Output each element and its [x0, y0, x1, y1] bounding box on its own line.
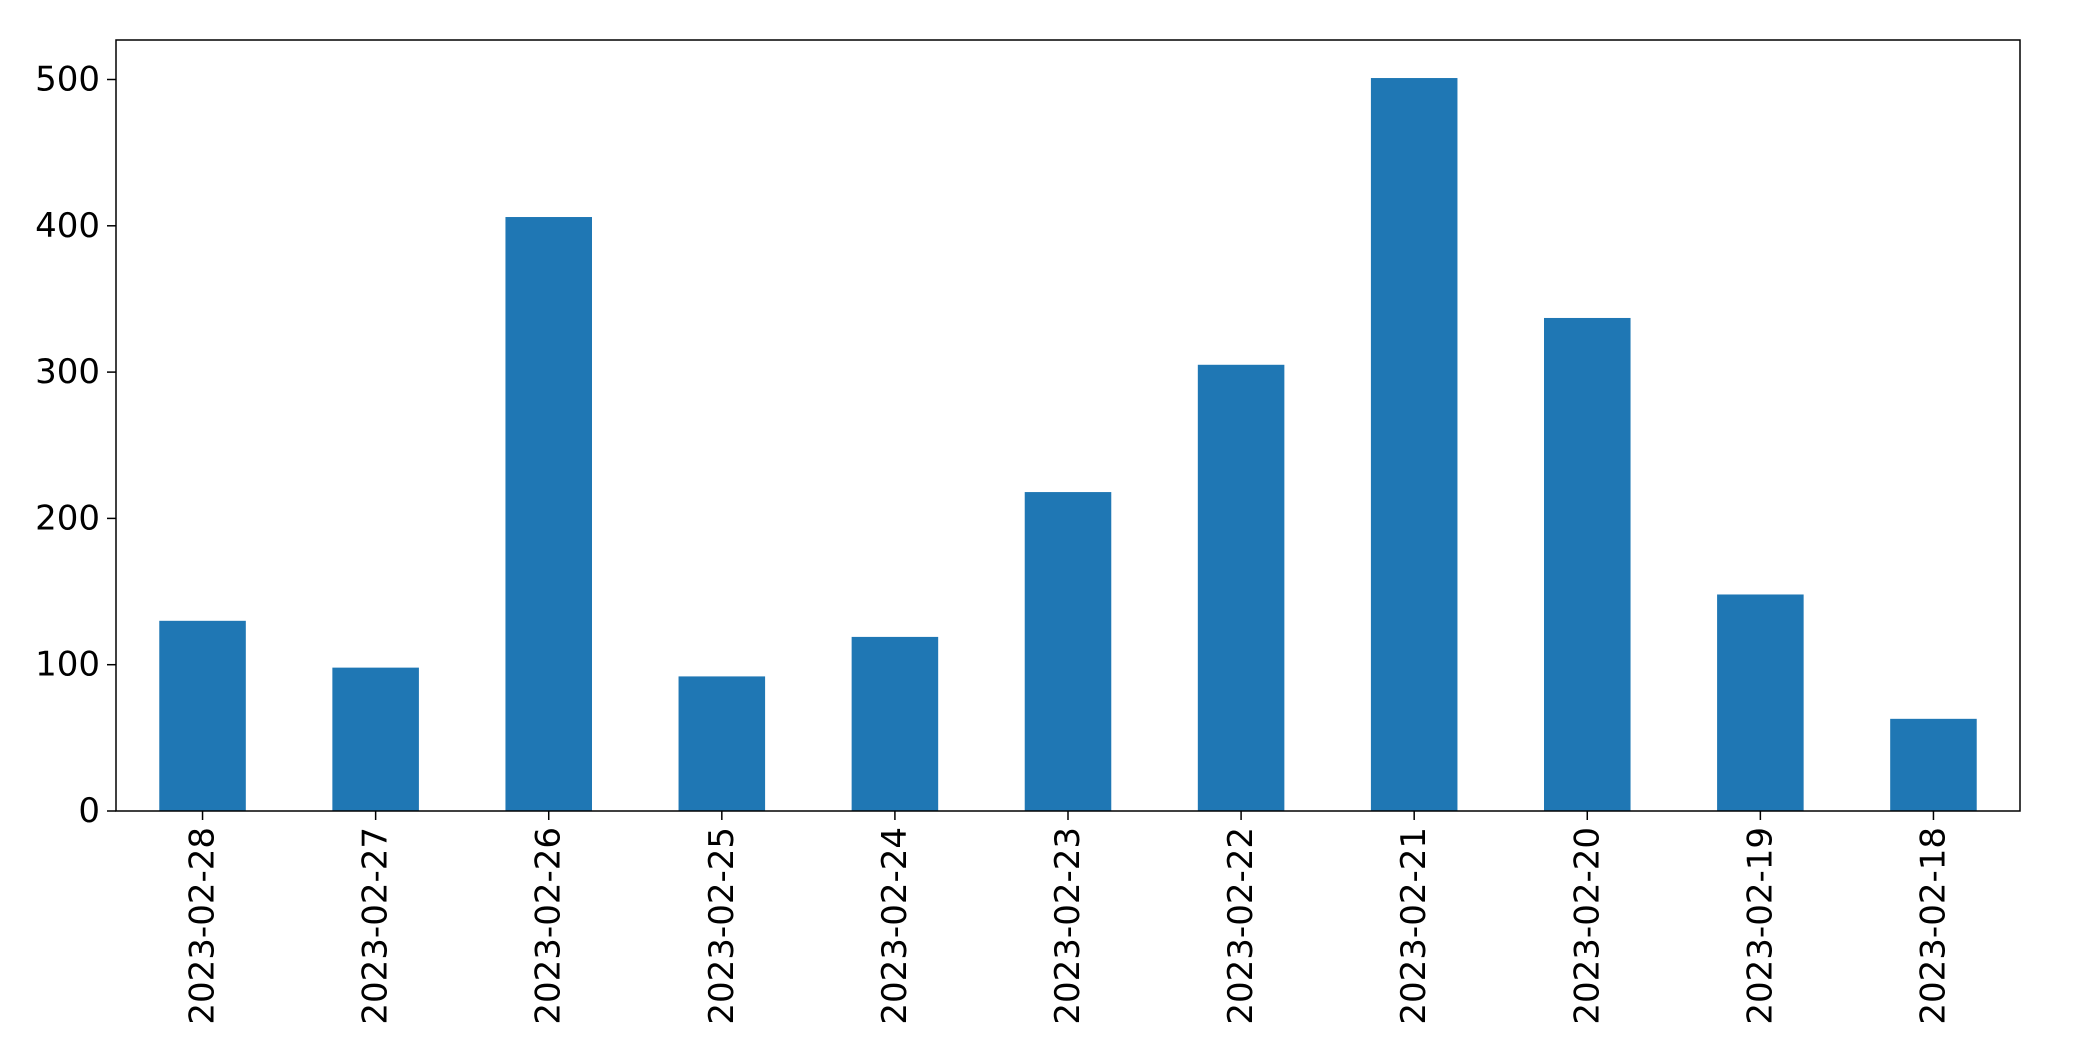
plot-frame	[115, 39, 2021, 812]
x-tick-label: 2023-02-27	[356, 827, 396, 1025]
x-tick-label: 2023-02-18	[1913, 827, 1953, 1025]
y-tick-label: 0	[78, 791, 100, 831]
bar-2023-02-20	[1544, 317, 1631, 811]
x-tick-label: 2023-02-24	[875, 827, 915, 1025]
x-tick-label: 2023-02-19	[1740, 827, 1780, 1025]
bar-2023-02-18	[1890, 718, 1977, 811]
bar-2023-02-19	[1717, 594, 1804, 811]
y-axis: 0 100 200 300 400 500	[35, 60, 116, 831]
y-tick-label: 200	[35, 498, 100, 538]
bar-2023-02-22	[1197, 364, 1285, 811]
bar-2023-02-28	[159, 620, 246, 811]
bars-layer	[159, 78, 1977, 811]
x-tick-label: 2023-02-26	[529, 827, 569, 1025]
x-tick-label: 2023-02-23	[1048, 827, 1088, 1025]
x-axis: 2023-02-28 2023-02-27 2023-02-26 2023-02-25…	[183, 811, 1953, 1025]
y-tick-label: 100	[35, 645, 100, 685]
y-tick-label: 300	[35, 352, 100, 392]
y-tick-label: 400	[35, 206, 100, 246]
x-tick-label: 2023-02-20	[1567, 827, 1607, 1025]
bar-2023-02-25	[678, 676, 766, 811]
bar-2023-02-24	[851, 636, 939, 811]
bar-2023-02-27	[332, 667, 419, 811]
x-tick-label: 2023-02-21	[1394, 827, 1434, 1025]
x-tick-label: 2023-02-22	[1221, 827, 1261, 1025]
x-tick-label: 2023-02-28	[183, 827, 223, 1025]
y-tick-label: 500	[35, 60, 100, 100]
bar-2023-02-26	[505, 217, 592, 811]
x-tick-label: 2023-02-25	[702, 827, 742, 1025]
bar-2023-02-21	[1370, 78, 1458, 811]
bar-2023-02-23	[1024, 492, 1112, 811]
